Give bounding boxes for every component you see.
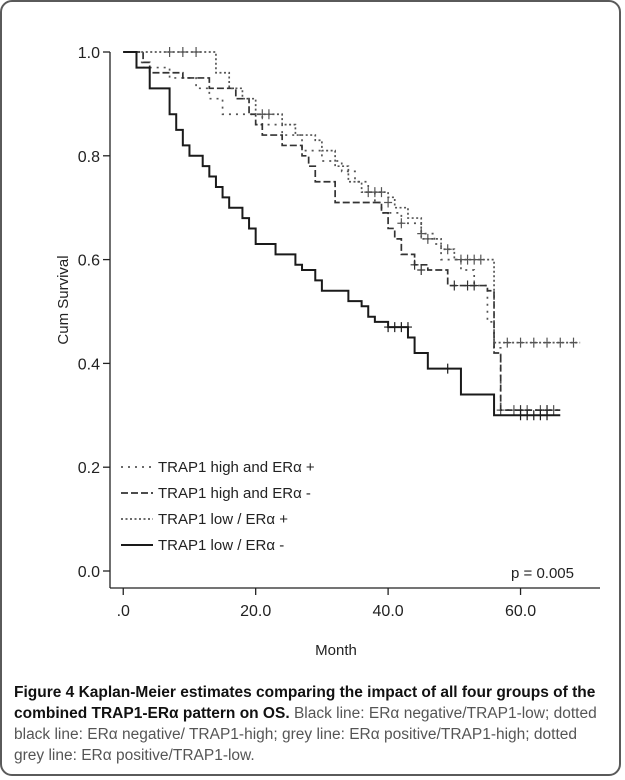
censor-mark: [192, 47, 201, 57]
censor-mark: [450, 280, 459, 291]
censor-mark: [417, 264, 426, 275]
x-tick-label: 40.0: [373, 603, 404, 620]
censor-mark: [470, 280, 479, 291]
censor-mark: [443, 363, 452, 374]
censor-mark: [178, 47, 187, 57]
x-tick-label: .0: [117, 603, 130, 620]
censor-mark: [516, 337, 525, 348]
caption-title: Figure 4 Kaplan-Meier estimates comparin…: [14, 684, 596, 722]
legend: TRAP1 high and ERα + TRAP1 high and ERα -…: [121, 459, 315, 554]
series-line-4: [123, 51, 561, 417]
censor-mark: [377, 187, 386, 198]
censor-mark: [569, 337, 578, 348]
figure-caption: Figure 4 Kaplan-Meier estimates comparin…: [14, 682, 610, 766]
legend-label-2: TRAP1 high and ERα -: [158, 485, 311, 502]
x-tick-label: 20.0: [240, 603, 271, 620]
censor-mark: [423, 233, 432, 244]
series-line-3: [123, 51, 581, 344]
y-tick-label: 1.0: [78, 45, 100, 62]
censor-mark: [556, 337, 565, 348]
series-line-2: [123, 51, 561, 411]
legend-label-4: TRAP1 low / ERα -: [158, 537, 284, 554]
censor-mark: [443, 244, 452, 255]
censor-mark: [264, 109, 273, 120]
censor-mark: [476, 254, 485, 265]
censor-mark: [543, 410, 552, 421]
censor-mark: [403, 322, 412, 333]
censor-mark: [529, 337, 538, 348]
x-axis-label: Month: [315, 642, 357, 659]
censor-mark: [410, 259, 419, 270]
censor-mark: [384, 197, 393, 208]
km-chart: 0.0 0.2 0.4 0.6 0.8 1.0 .0 20.0 40.0 60.0 Cum Sur…: [55, 45, 600, 659]
censor-mark: [543, 337, 552, 348]
p-value-annotation: p = 0.005: [511, 565, 574, 582]
y-axis-label: Cum Survival: [55, 255, 72, 344]
series-line-1: [123, 51, 561, 411]
y-tick-label: 0.0: [78, 564, 100, 581]
legend-label-1: TRAP1 high and ERα +: [158, 459, 315, 476]
censor-mark: [397, 218, 406, 229]
censor-mark: [503, 337, 512, 348]
y-tick-label: 0.4: [78, 356, 100, 373]
legend-label-3: TRAP1 low / ERα +: [158, 511, 288, 528]
censor-mark: [165, 47, 174, 57]
x-tick-label: 60.0: [505, 603, 536, 620]
caption-body: Black line: ERα negative/TRAP1-low; dott…: [14, 705, 597, 764]
y-tick-label: 0.6: [78, 253, 100, 270]
y-tick-label: 0.8: [78, 149, 100, 166]
y-tick-label: 0.2: [78, 460, 100, 477]
